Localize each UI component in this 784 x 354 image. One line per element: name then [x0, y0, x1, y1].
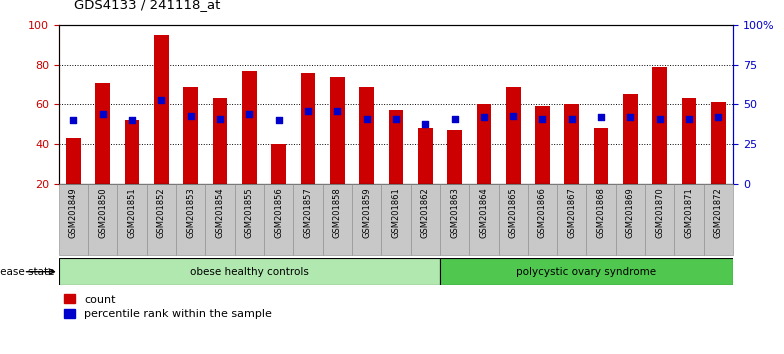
- Point: [477, 114, 490, 120]
- Text: GSM201865: GSM201865: [509, 188, 517, 238]
- Bar: [477, 104, 492, 184]
- Bar: [147, 184, 176, 255]
- Text: GSM201854: GSM201854: [216, 188, 224, 238]
- Point: [595, 114, 608, 120]
- Bar: [506, 86, 521, 184]
- Text: disease state: disease state: [0, 267, 55, 277]
- Text: GSM201851: GSM201851: [128, 188, 136, 238]
- Bar: [440, 184, 469, 255]
- Text: GSM201850: GSM201850: [98, 188, 107, 238]
- Bar: [125, 120, 140, 184]
- Point: [96, 111, 109, 117]
- Text: GSM201862: GSM201862: [421, 188, 430, 238]
- Bar: [593, 128, 608, 184]
- Text: polycystic ovary syndrome: polycystic ovary syndrome: [517, 267, 656, 277]
- Text: GSM201867: GSM201867: [568, 188, 576, 239]
- Text: GDS4133 / 241118_at: GDS4133 / 241118_at: [74, 0, 221, 11]
- Text: GSM201861: GSM201861: [391, 188, 401, 238]
- Bar: [564, 104, 579, 184]
- Bar: [557, 184, 586, 255]
- Text: GSM201866: GSM201866: [538, 188, 547, 239]
- Bar: [323, 184, 352, 255]
- Point: [302, 108, 314, 114]
- Text: GSM201864: GSM201864: [479, 188, 488, 238]
- Bar: [359, 86, 374, 184]
- Point: [712, 114, 724, 120]
- Bar: [652, 67, 667, 184]
- Bar: [586, 184, 615, 255]
- Point: [361, 116, 373, 121]
- Legend: count, percentile rank within the sample: count, percentile rank within the sample: [64, 294, 272, 319]
- Text: GSM201849: GSM201849: [69, 188, 78, 238]
- Point: [272, 118, 285, 123]
- Bar: [381, 184, 411, 255]
- Bar: [704, 184, 733, 255]
- Text: GSM201869: GSM201869: [626, 188, 635, 238]
- Bar: [528, 184, 557, 255]
- Point: [390, 116, 402, 121]
- Bar: [234, 184, 264, 255]
- Bar: [59, 184, 88, 255]
- Point: [184, 113, 197, 118]
- Point: [507, 113, 520, 118]
- Bar: [330, 76, 345, 184]
- Bar: [645, 184, 674, 255]
- Point: [125, 118, 138, 123]
- Text: GSM201863: GSM201863: [450, 188, 459, 239]
- Point: [565, 116, 578, 121]
- Point: [243, 111, 256, 117]
- Bar: [418, 128, 433, 184]
- Bar: [118, 184, 147, 255]
- Bar: [499, 184, 528, 255]
- Point: [214, 116, 227, 121]
- Text: GSM201871: GSM201871: [684, 188, 694, 238]
- Bar: [615, 184, 645, 255]
- Bar: [242, 70, 256, 184]
- Point: [624, 114, 637, 120]
- Text: GSM201872: GSM201872: [714, 188, 723, 238]
- Bar: [440, 258, 733, 285]
- Bar: [389, 110, 403, 184]
- Bar: [674, 184, 704, 255]
- Point: [67, 118, 80, 123]
- Bar: [535, 107, 550, 184]
- Text: GSM201853: GSM201853: [187, 188, 195, 238]
- Point: [654, 116, 666, 121]
- Point: [331, 108, 343, 114]
- Point: [536, 116, 549, 121]
- Bar: [271, 144, 286, 184]
- Bar: [293, 184, 323, 255]
- Bar: [411, 184, 440, 255]
- Bar: [711, 102, 726, 184]
- Bar: [176, 184, 205, 255]
- Text: GSM201859: GSM201859: [362, 188, 371, 238]
- Text: GSM201856: GSM201856: [274, 188, 283, 238]
- Text: GSM201857: GSM201857: [303, 188, 313, 238]
- Bar: [352, 184, 381, 255]
- Bar: [212, 98, 227, 184]
- Bar: [59, 258, 440, 285]
- Point: [683, 116, 695, 121]
- Bar: [154, 35, 169, 184]
- Bar: [623, 95, 637, 184]
- Point: [155, 97, 168, 102]
- Text: GSM201858: GSM201858: [332, 188, 342, 238]
- Bar: [300, 73, 315, 184]
- Text: obese healthy controls: obese healthy controls: [190, 267, 309, 277]
- Text: GSM201852: GSM201852: [157, 188, 166, 238]
- Point: [448, 116, 461, 121]
- Text: GSM201855: GSM201855: [245, 188, 254, 238]
- Text: GSM201870: GSM201870: [655, 188, 664, 238]
- Bar: [447, 130, 462, 184]
- Bar: [264, 184, 293, 255]
- Bar: [469, 184, 499, 255]
- Text: GSM201868: GSM201868: [597, 188, 605, 239]
- Bar: [183, 86, 198, 184]
- Bar: [682, 98, 696, 184]
- Bar: [205, 184, 234, 255]
- Bar: [88, 184, 118, 255]
- Bar: [66, 138, 81, 184]
- Bar: [96, 82, 110, 184]
- Point: [419, 121, 431, 126]
